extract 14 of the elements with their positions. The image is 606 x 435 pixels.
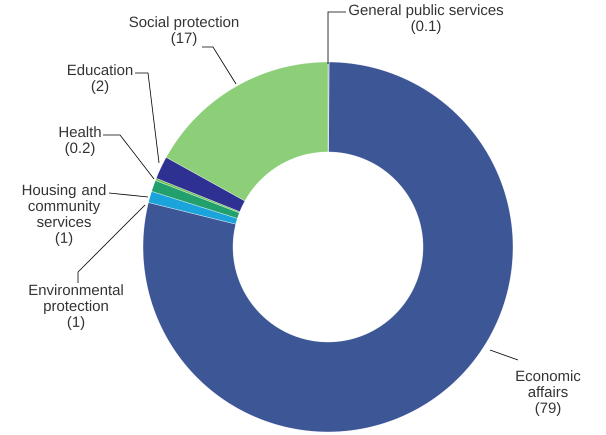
slice-label: Health bbox=[60, 126, 101, 138]
data-label: (79) bbox=[536, 402, 560, 416]
data-label: (1) bbox=[56, 232, 72, 246]
data-label: (0.1) bbox=[412, 20, 440, 34]
slice-label: Housing and community services bbox=[22, 184, 106, 228]
data-label: (17) bbox=[172, 32, 196, 46]
data-label: (0.2) bbox=[66, 142, 94, 156]
slice-label: Economic affairs bbox=[516, 370, 580, 398]
slice-label: Social protection bbox=[129, 16, 238, 30]
data-label: (1) bbox=[68, 316, 84, 330]
slice-label: General public services bbox=[349, 4, 504, 18]
slice-label: Education bbox=[68, 64, 132, 76]
slice-label: Environmental protection bbox=[29, 284, 123, 314]
data-label: (2) bbox=[92, 80, 108, 94]
